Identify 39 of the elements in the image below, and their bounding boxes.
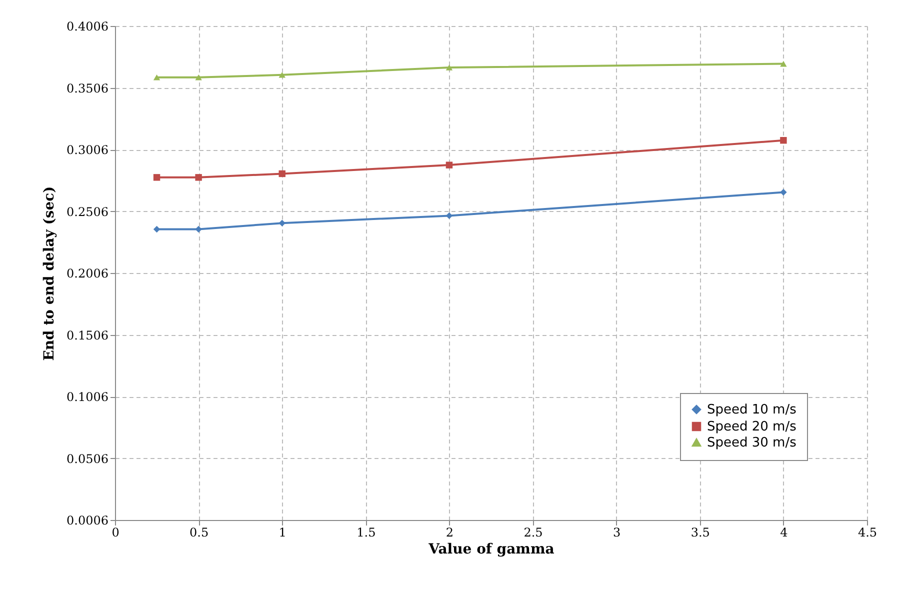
- x-axis-title: Value of gamma: [428, 542, 554, 558]
- x-tick-label: 0: [112, 526, 120, 540]
- point: [780, 60, 787, 67]
- x-tick-label: 4.5: [858, 526, 878, 540]
- y-tick-label: 0.2006: [66, 266, 108, 280]
- point: [153, 226, 160, 233]
- x-tick-label: 3: [613, 526, 621, 540]
- x-tick-label: 1.5: [356, 526, 376, 540]
- x-tick-label: 2: [446, 526, 454, 540]
- legend-label: Speed 30 m/s: [707, 436, 797, 450]
- y-tick-label: 0.3006: [66, 143, 108, 157]
- point: [195, 74, 202, 80]
- point: [153, 174, 160, 181]
- point: [153, 74, 160, 80]
- legend-label: Speed 20 m/s: [707, 420, 797, 434]
- point: [780, 188, 787, 196]
- y-tick-label: 0.0006: [66, 514, 108, 528]
- point: [278, 170, 286, 178]
- point: [278, 72, 286, 78]
- y-tick-label: 0.0506: [66, 452, 108, 466]
- x-tick-label: 4: [780, 526, 788, 540]
- y-tick-label: 0.2506: [66, 204, 108, 219]
- point: [446, 162, 453, 168]
- point: [195, 226, 202, 233]
- y-tick-label: 0.3506: [66, 81, 108, 96]
- point: [780, 137, 787, 144]
- x-tick-label: 2.5: [524, 526, 543, 540]
- x-tick-label: 3.5: [690, 526, 710, 540]
- y-tick-label: 0.1506: [66, 328, 108, 342]
- y-tick-label: 0.1006: [66, 390, 108, 404]
- y-tick-label: 0.4006: [66, 20, 108, 34]
- x-tick-label: 0.5: [190, 526, 209, 540]
- point: [446, 212, 453, 220]
- point: [446, 64, 453, 70]
- legend-label: Speed 10 m/s: [707, 402, 797, 418]
- x-tick-label: 1: [278, 526, 286, 540]
- point: [278, 220, 286, 226]
- point: [195, 174, 202, 181]
- y-axis-title: End to end delay (sec): [42, 186, 58, 361]
